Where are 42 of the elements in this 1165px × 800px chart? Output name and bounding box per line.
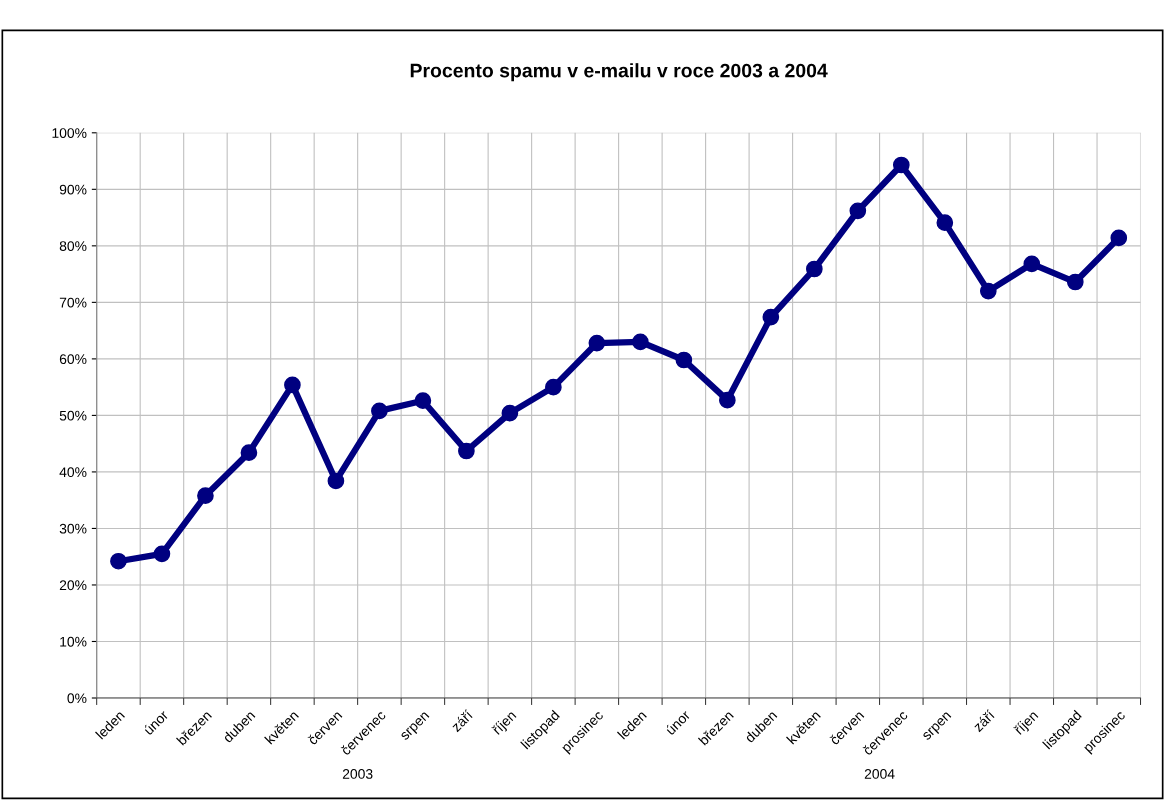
y-tick-label: 50%	[59, 410, 87, 421]
y-tick-label: 10%	[60, 636, 87, 647]
y-tick-label: 80%	[59, 241, 87, 252]
point	[1110, 229, 1128, 247]
point	[1023, 255, 1041, 273]
point	[545, 378, 562, 396]
y-tick-label: 0%	[67, 693, 87, 704]
point	[153, 545, 171, 563]
point	[849, 202, 867, 220]
point	[936, 214, 954, 232]
point	[979, 282, 997, 300]
x-tick-label: září	[450, 709, 474, 733]
text: 2004	[864, 769, 895, 779]
y-tick-label: 60%	[59, 354, 87, 365]
y-tick-label: 20%	[59, 580, 87, 591]
y-tick-label: 30%	[59, 523, 87, 534]
point	[110, 552, 127, 570]
x-tick-label: září	[972, 709, 996, 733]
point	[762, 308, 780, 326]
point	[327, 472, 345, 490]
point	[1066, 273, 1084, 291]
point	[806, 260, 823, 278]
point	[632, 333, 649, 351]
y-tick-label: 90%	[59, 184, 87, 195]
y-tick-label: 100%	[52, 128, 87, 138]
point	[675, 351, 693, 369]
point	[892, 156, 910, 174]
point	[371, 402, 388, 420]
x-tick-label: říjen	[1012, 709, 1041, 738]
point	[414, 392, 432, 410]
point	[501, 404, 519, 422]
point	[719, 391, 736, 409]
point	[240, 444, 258, 462]
point	[197, 487, 214, 504]
text: 2003	[342, 769, 373, 779]
point	[588, 334, 606, 352]
point	[458, 442, 475, 460]
point	[284, 376, 301, 394]
x-tick-label: říjen	[491, 709, 519, 738]
y-tick-label: 40%	[59, 467, 87, 478]
y-tick-label: 70%	[59, 297, 87, 308]
chart-title: Procento spamu v e-mailu v roce 2003 a 2004	[410, 63, 828, 82]
